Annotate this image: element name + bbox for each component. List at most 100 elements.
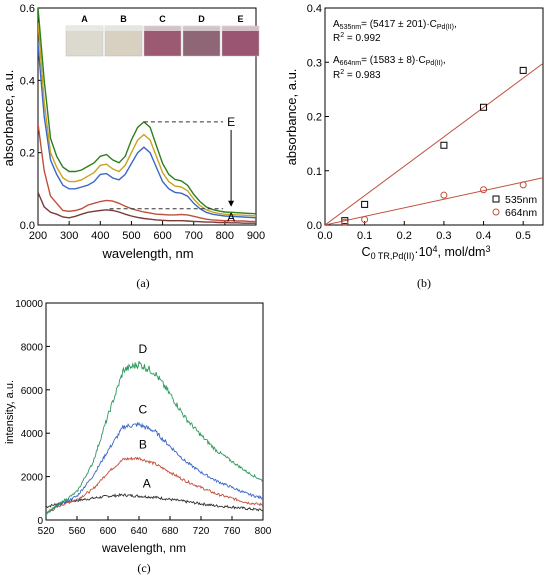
- y-tick-label: 0.4: [20, 75, 35, 87]
- panel-c-plot-area: 520 560 600 640 680 720 760 8000200040006000800…: [15, 299, 272, 537]
- spectrum-line-4: [38, 8, 256, 215]
- plot-frame: [45, 302, 264, 521]
- x-tick-label: 400: [91, 230, 109, 242]
- x-tick-label: 640: [131, 526, 148, 537]
- r-squared-535nm: R2 = 0.992: [333, 32, 381, 44]
- x-tick-label: 500: [122, 230, 140, 242]
- x-tick-label: 720: [193, 526, 210, 537]
- vial-label: C: [159, 14, 166, 24]
- x-tick-label: 0.3: [436, 230, 451, 242]
- data-point-664nm: [519, 181, 527, 189]
- vial-rim: [66, 26, 103, 31]
- annotation-D: D: [139, 342, 148, 356]
- vial-rim: [183, 26, 220, 31]
- x-tick-label: 200: [29, 230, 47, 242]
- vial-label: B: [120, 14, 127, 24]
- x-tick-label: 600: [100, 526, 117, 537]
- panel-a-plot-area: 200 300 400 500 600 700 800 900 0.0 0.2 0.4 0.6 A B C D…: [20, 3, 265, 242]
- annotation-A: A: [143, 476, 151, 490]
- vial-label: D: [198, 14, 205, 24]
- y-tick-label: 0.0: [307, 220, 322, 232]
- x-tick-label: 300: [60, 230, 78, 242]
- legend-marker-535nm: [492, 195, 500, 203]
- y-tick-label: 8000: [21, 342, 44, 353]
- spectrum-line-1: [38, 123, 256, 223]
- y-tick-label: 2000: [21, 473, 44, 484]
- legend-label-535nm: 535nm: [505, 194, 537, 206]
- y-tick-label: 0.2: [20, 148, 35, 160]
- panel-b-label: (b): [417, 276, 431, 290]
- data-point-664nm: [361, 216, 369, 224]
- data-point-535nm: [361, 200, 369, 208]
- y-tick-label: 0.0: [20, 220, 35, 232]
- panel-c-label: (c): [137, 561, 150, 575]
- x-tick-label: 600: [153, 230, 171, 242]
- legend-marker-664nm: [492, 208, 500, 216]
- r-squared-664nm: R2 = 0.983: [333, 69, 381, 81]
- vial-label: E: [237, 14, 243, 24]
- panel-c-y-axis-label: intensity, a.u.: [4, 380, 16, 444]
- data-point-664nm: [480, 186, 488, 194]
- spectrum-line-2: [38, 44, 256, 219]
- data-point-664nm: [341, 218, 349, 226]
- panel-b-x-axis-label: C0 TR,Pd(II)·104, mol/dm3: [362, 244, 491, 261]
- annotation-B: B: [139, 437, 147, 451]
- data-point-535nm: [480, 103, 488, 111]
- y-tick-label: 4000: [21, 429, 44, 440]
- x-tick-label: 520: [38, 526, 55, 537]
- panel-a-absorbance-spectra: 200 300 400 500 600 700 800 900 0.0 0.2 0.4 0.6 A B C D…: [1, 3, 265, 290]
- emission-line-3: [46, 361, 263, 515]
- x-tick-label: 900: [247, 230, 265, 242]
- x-tick-label: 0.0: [317, 230, 332, 242]
- x-tick-label: 0.1: [357, 230, 372, 242]
- vial-rim: [105, 26, 142, 31]
- annotation-A: A: [227, 211, 235, 225]
- data-point-535nm: [440, 141, 448, 149]
- y-tick-label: 6000: [21, 386, 44, 397]
- data-point-664nm: [440, 191, 448, 199]
- vial-rim: [144, 26, 181, 31]
- x-tick-label: 560: [69, 526, 86, 537]
- panel-a-x-axis-label: wavelength, nm: [101, 246, 193, 261]
- x-tick-label: 0.5: [516, 230, 531, 242]
- panel-a-y-axis-label: absorbance, a.u.: [1, 70, 16, 167]
- emission-line-2: [46, 421, 263, 515]
- equation-535nm: A535nm= (5417 ± 201)·CPd(II),: [333, 19, 457, 31]
- x-tick-label: 0.4: [476, 230, 491, 242]
- fit-line-1: [325, 177, 543, 225]
- panel-a-label: (a): [136, 276, 149, 290]
- y-tick-label: 0: [37, 516, 43, 527]
- x-tick-label: 700: [185, 230, 203, 242]
- y-tick-label: 0.2: [307, 112, 322, 124]
- data-point-535nm: [519, 66, 527, 74]
- spectrum-line-3: [38, 22, 256, 217]
- equation-664nm: A664nm= (1583 ± 8)·CPd(II),: [333, 55, 446, 67]
- panel-b-plot-area: 0.0 0.1 0.2 0.3 0.4 0.5 0.0 0.1 0.2 0.3 0.4 A535nm=…: [307, 3, 544, 242]
- panel-b-calibration: 0.0 0.1 0.2 0.3 0.4 0.5 0.0 0.1 0.2 0.3 0.4 A535nm=…: [284, 3, 544, 290]
- emission-line-1: [46, 456, 263, 515]
- arrow-head: [228, 200, 235, 207]
- legend-label-664nm: 664nm: [505, 207, 537, 219]
- fit-line-0: [325, 62, 543, 225]
- y-tick-label: 0.6: [20, 3, 35, 15]
- x-tick-label: 760: [224, 526, 241, 537]
- y-tick-label: 0.1: [307, 166, 322, 178]
- annotation-C: C: [139, 403, 148, 417]
- panel-b-y-axis-label: absorbance, a.u.: [284, 69, 299, 166]
- panel-c-series-group: [46, 361, 263, 515]
- spectrum-line-0: [38, 192, 256, 224]
- annotation-E: E: [227, 115, 235, 129]
- y-tick-label: 10000: [15, 299, 43, 310]
- vial-label: A: [81, 14, 88, 24]
- emission-line-0: [46, 492, 263, 512]
- panel-b-fit-lines: [325, 62, 543, 225]
- vial-photo-strip: A B C D E: [65, 14, 260, 57]
- x-tick-label: 800: [255, 526, 272, 537]
- panel-c-emission-spectra: 520 560 600 640 680 720 760 8000200040006000800…: [4, 299, 272, 575]
- x-tick-label: 0.2: [397, 230, 412, 242]
- panel-a-series-group: [38, 8, 256, 224]
- y-tick-label: 0.3: [307, 57, 322, 69]
- plot-frame: [37, 7, 257, 226]
